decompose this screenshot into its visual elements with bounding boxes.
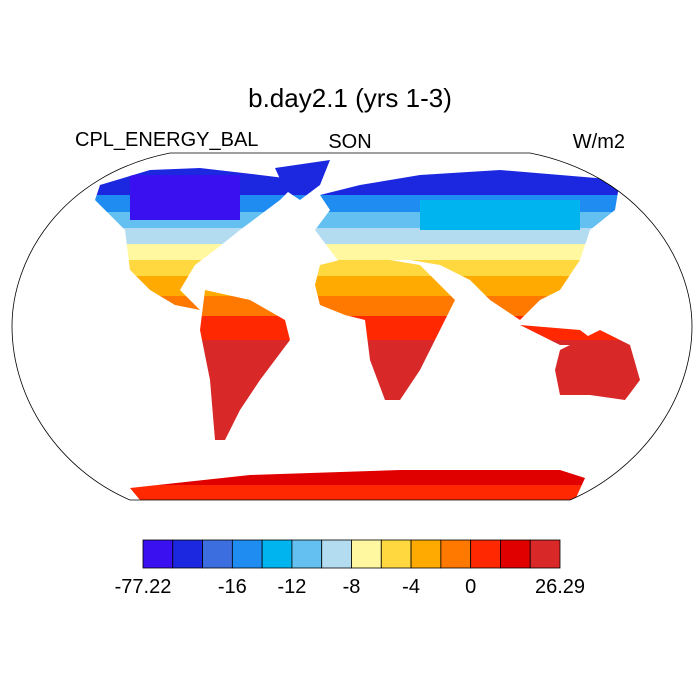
land-band — [95, 195, 640, 212]
units-label: W/m2 — [573, 131, 625, 153]
colorbar-box — [500, 539, 531, 569]
colorbar-label: -8 — [343, 576, 361, 598]
map-outline — [11, 152, 693, 501]
colorbar-label: -16 — [218, 576, 247, 598]
colorbar-box — [410, 539, 442, 569]
colorbar-box — [291, 539, 323, 569]
land-band — [95, 212, 640, 228]
field-label: CPL_ENERGY_BAL — [75, 129, 258, 151]
land-band — [95, 316, 640, 340]
colorbar-box — [351, 539, 382, 569]
colorbar-box — [470, 539, 501, 569]
land-band — [95, 160, 640, 195]
map-title: b.day2.1 (yrs 1-3) — [248, 83, 452, 113]
colorbar-label: -4 — [402, 576, 420, 598]
land-band — [95, 465, 640, 485]
colorbar-label: -12 — [277, 576, 306, 598]
colorbar-box — [261, 539, 293, 569]
land-band — [95, 260, 640, 276]
map-area — [95, 160, 640, 500]
colorbar-box — [529, 539, 561, 569]
colorbar-label: 0 — [465, 576, 476, 598]
land-band — [95, 296, 640, 316]
land-band — [95, 340, 640, 465]
land-band — [95, 244, 640, 260]
season-label: SON — [328, 131, 371, 153]
colorbar-box — [231, 539, 263, 569]
land-band — [95, 485, 640, 500]
land-band — [95, 228, 640, 244]
colorbar-box — [440, 539, 472, 569]
colorbar-label: 26.29 — [535, 576, 585, 598]
colorbar-box — [380, 539, 412, 569]
land-field — [95, 160, 640, 500]
colorbar-box — [172, 539, 203, 569]
land-band — [130, 175, 240, 220]
colorbar-box — [142, 539, 174, 569]
land-band — [420, 200, 580, 230]
land-band — [95, 276, 640, 296]
colorbar-box — [321, 539, 352, 569]
colorbar-box — [202, 539, 233, 569]
colorbar-label: -77.22 — [115, 576, 172, 598]
colorbar: -77.22 -16 -12 -8 -4 0 26.29 — [115, 539, 585, 598]
